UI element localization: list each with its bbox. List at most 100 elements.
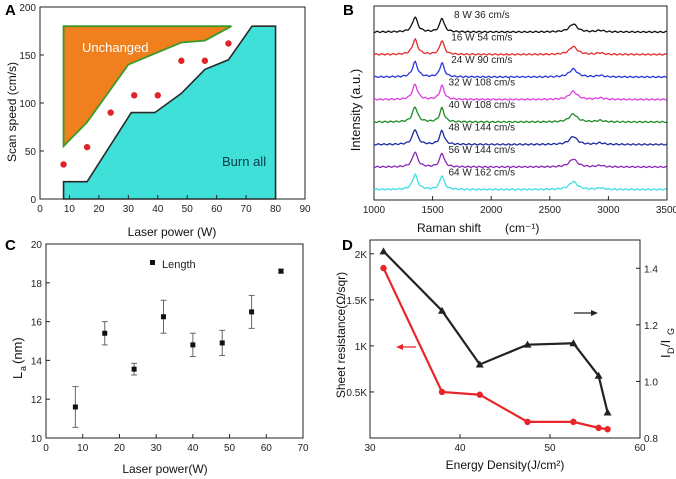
left-axis-arrow-head [396, 344, 403, 350]
panel-b-xlabel-unit: (cm⁻¹) [505, 221, 539, 235]
id-ig-line [382, 250, 609, 413]
id-ig-point-4 [569, 339, 578, 347]
panel-c-xtick-7: 70 [297, 443, 309, 454]
panel-a-xtick-5: 50 [182, 204, 194, 215]
panel-d-ytick-left-1: 1K [355, 342, 368, 353]
threshold-point-7 [225, 40, 232, 47]
right-axis-arrow-head [591, 310, 598, 316]
panel-b: B 8 W 36 cm/s 16 W 54 cm/s 24 W 90 cm/s 32 … [343, 2, 676, 235]
panel-c-xtick-1: 10 [77, 443, 89, 454]
spectrum-line-4 [373, 106, 667, 124]
unchanged-region [62, 25, 232, 149]
threshold-point-4 [154, 92, 161, 99]
spectrum-label-0: 8 W 36 cm/s [454, 10, 510, 21]
panel-b-xtick-1: 1500 [421, 205, 444, 216]
panel-a-xtick-9: 90 [299, 204, 311, 215]
length-point-1 [102, 330, 108, 336]
panel-c-xtick-0: 0 [43, 443, 49, 454]
id-ig-point-1 [438, 306, 446, 314]
panel-c-ytick-4: 18 [31, 279, 43, 290]
panel-c-ytick-2: 14 [31, 356, 43, 367]
panel-b-xtick-0: 1000 [363, 205, 386, 216]
spectrum-label-5: 48 W 144 cm/s [448, 123, 515, 134]
spectrum-line-7 [373, 172, 667, 191]
panel-d-xtick-1: 40 [454, 443, 466, 454]
sheet-resistance-point-0 [380, 264, 387, 272]
sheet-resistance-point-6 [604, 426, 611, 433]
panel-c-ylabel-main: L [10, 372, 25, 379]
panel-a-ytick-4: 200 [19, 3, 36, 14]
panel-c-xtick-3: 30 [151, 443, 163, 454]
panel-d-ytick-left-3: 2K [355, 250, 368, 261]
sheet-resistance-point-5 [595, 424, 602, 432]
panel-a-xtick-7: 70 [241, 204, 253, 215]
panel-c-ytick-5: 20 [31, 240, 43, 251]
panel-b-frame [373, 5, 668, 201]
length-point-2 [131, 366, 137, 372]
panel-b-ylabel: Intensity (a.u.) [348, 69, 363, 151]
spectrum-line-0 [373, 16, 667, 34]
spectrum-label-7: 64 W 162 cm/s [448, 168, 515, 179]
panel-b-xtick-4: 3000 [597, 205, 620, 216]
panel-d-ytick-left-2: 1.5K [346, 296, 367, 307]
panel-d-ylabel-right-i: I [658, 354, 673, 358]
threshold-point-1 [83, 143, 91, 151]
panel-a-xlabel: Laser power (W) [128, 225, 217, 239]
burn-all-region [62, 25, 277, 200]
panel-c-xtick-4: 40 [187, 443, 199, 454]
panel-c-ytick-3: 16 [31, 318, 43, 329]
panel-c-xlabel: Laser power(W) [122, 462, 207, 476]
panel-c-ytick-1: 12 [31, 395, 43, 406]
panel-d-ytick-left-0: 0.5K [346, 388, 367, 399]
panel-a-xtick-0: 0 [37, 204, 43, 215]
spectrum-line-6 [374, 151, 667, 169]
length-point-3 [160, 314, 166, 320]
panel-a-letter: A [5, 2, 16, 19]
panel-a-ytick-2: 100 [19, 99, 36, 110]
panel-b-xtick-2: 2000 [480, 205, 503, 216]
panel-d-ylabel-right-sub1: D [666, 347, 676, 354]
id-ig-point-0 [379, 247, 388, 255]
sheet-resistance-line [382, 267, 608, 431]
panel-a-ytick-0: 0 [30, 195, 36, 206]
panel-d-ylabel-right-mid: /I [658, 340, 673, 347]
panel-c-ylabel: L a (nm) [10, 337, 28, 379]
spectrum-label-3: 32 W 108 cm/s [448, 78, 515, 89]
panel-c-legend-label: Length [162, 259, 196, 271]
panel-c-letter: C [5, 237, 16, 254]
panel-a-xtick-3: 30 [123, 204, 135, 215]
panel-d-ytick-right-1: 1.0 [644, 377, 658, 388]
panel-c-xtick-6: 60 [261, 443, 273, 454]
sheet-resistance-point-2 [476, 391, 483, 398]
panel-d-xlabel: Energy Density(J/cm²) [446, 458, 565, 472]
sheet-resistance-point-1 [438, 388, 446, 396]
threshold-point-3 [131, 92, 138, 99]
panel-d-ylabel-right-sub2: G [666, 328, 676, 335]
panel-b-xlabel: Raman shift [417, 221, 482, 235]
panel-c-xtick-5: 50 [224, 443, 236, 454]
burn-all-region-label: Burn all [222, 154, 266, 169]
threshold-point-2 [107, 109, 114, 116]
length-point-5 [219, 340, 225, 346]
panel-c-frame [45, 243, 304, 439]
panel-c-legend-marker [150, 260, 155, 265]
sheet-resistance-point-3 [524, 418, 531, 426]
id-ig-point-6 [603, 408, 612, 416]
threshold-point-6 [201, 57, 209, 64]
length-point-6 [249, 309, 255, 315]
panel-a-xtick-8: 80 [270, 204, 282, 215]
panel-a-ytick-1: 50 [25, 147, 37, 158]
panel-c-ytick-0: 10 [31, 434, 43, 445]
panel-d-xtick-0: 30 [364, 443, 376, 454]
unchanged-region-label: Unchanged [82, 40, 149, 55]
panel-c-xtick-2: 20 [114, 443, 126, 454]
panel-a-xtick-6: 60 [211, 204, 223, 215]
panel-b-xtick-5: 3500 [656, 205, 676, 216]
spectrum-label-1: 16 W 54 cm/s [451, 33, 512, 44]
panel-b-letter: B [343, 2, 354, 19]
panel-d-ylabel-left: Sheet resistance(Ω/sqr) [334, 272, 348, 398]
threshold-point-0 [60, 161, 67, 168]
spectrum-label-4: 40 W 108 cm/s [448, 100, 515, 111]
panel-a-ylabel: Scan speed (cm/s) [5, 62, 19, 162]
